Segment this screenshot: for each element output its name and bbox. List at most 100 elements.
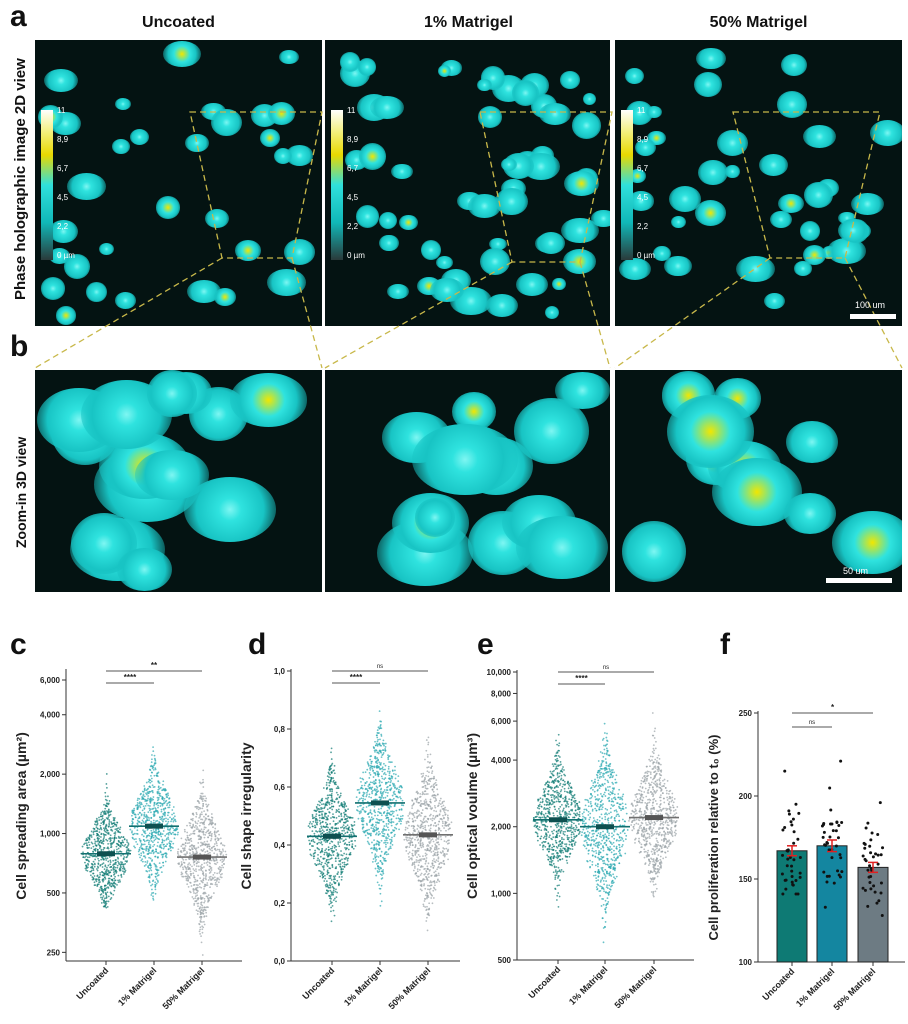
data-point <box>540 806 543 808</box>
data-point <box>409 844 412 847</box>
data-point <box>167 832 169 835</box>
data-point <box>217 830 220 832</box>
cell-blob <box>112 138 130 154</box>
data-point <box>429 891 431 894</box>
data-point <box>149 847 152 849</box>
data-point <box>182 868 185 871</box>
data-point <box>316 843 319 845</box>
data-point <box>576 802 579 805</box>
data-point <box>189 870 192 873</box>
colorbar-tick-label: 6,7 <box>347 164 359 173</box>
data-point <box>119 868 122 871</box>
data-point <box>426 803 429 806</box>
data-point <box>368 832 371 835</box>
data-point <box>162 783 164 786</box>
data-point <box>341 854 344 857</box>
data-point <box>150 894 153 896</box>
colorbar-tick-label: 0 µm <box>637 251 655 260</box>
data-point <box>153 810 155 813</box>
data-point <box>90 836 93 838</box>
data-point <box>338 820 341 822</box>
data-point <box>324 812 327 815</box>
data-point <box>332 769 335 772</box>
data-point <box>367 762 369 765</box>
data-point <box>109 863 112 866</box>
data-point <box>108 823 111 826</box>
data-point <box>373 844 375 847</box>
data-point <box>107 795 109 798</box>
data-point <box>131 820 134 823</box>
data-point <box>219 837 222 840</box>
data-point <box>556 773 559 776</box>
data-point <box>367 764 370 767</box>
data-point <box>206 860 209 863</box>
data-point <box>328 858 330 861</box>
data-point <box>414 845 417 847</box>
data-point <box>158 845 161 848</box>
data-point <box>100 885 103 888</box>
data-point <box>329 790 332 792</box>
data-point <box>144 805 147 807</box>
data-point <box>332 886 335 889</box>
data-point <box>420 838 422 840</box>
data-point <box>148 869 151 872</box>
data-point <box>145 846 148 848</box>
data-point <box>330 795 333 797</box>
data-point <box>211 849 213 852</box>
data-point <box>105 859 108 861</box>
data-point <box>380 727 383 730</box>
data-point <box>382 749 385 752</box>
data-point <box>329 897 331 900</box>
data-point <box>426 929 429 932</box>
data-point <box>345 815 348 818</box>
cell-blob <box>55 306 77 325</box>
data-point <box>381 831 383 833</box>
data-point <box>188 834 191 837</box>
data-point <box>382 856 384 859</box>
data-point <box>172 820 175 823</box>
data-point <box>378 870 381 873</box>
cell-blob <box>488 238 507 251</box>
data-point <box>133 832 136 835</box>
data-point <box>217 877 220 880</box>
data-point <box>335 829 338 832</box>
data-point <box>384 783 387 785</box>
data-point <box>373 839 375 842</box>
data-point <box>168 840 171 843</box>
data-point <box>395 817 398 820</box>
data-point <box>557 798 560 801</box>
data-point <box>212 859 215 862</box>
cell-blob <box>695 200 726 226</box>
data-point <box>94 842 96 845</box>
data-point <box>326 861 329 864</box>
data-point <box>333 914 336 917</box>
data-point <box>154 762 156 765</box>
data-point <box>383 825 386 827</box>
data-point <box>436 868 439 871</box>
data-point <box>209 886 211 889</box>
data-point <box>542 788 545 791</box>
data-point <box>344 810 347 813</box>
data-point <box>321 803 323 806</box>
data-point <box>94 840 97 843</box>
data-point <box>554 876 557 879</box>
data-point <box>148 807 151 810</box>
data-point <box>200 879 203 882</box>
data-point <box>542 848 544 851</box>
data-point <box>349 829 351 832</box>
data-point <box>199 822 202 824</box>
data-point <box>143 843 146 846</box>
data-point <box>371 823 374 826</box>
data-point <box>102 879 105 881</box>
data-point <box>333 829 336 832</box>
data-point <box>333 897 336 900</box>
data-point <box>321 831 324 834</box>
data-point <box>377 833 380 836</box>
data-point <box>416 809 419 812</box>
data-point <box>418 813 421 816</box>
data-point <box>100 902 103 904</box>
data-point <box>559 848 562 850</box>
data-point <box>373 765 376 768</box>
data-point <box>416 850 419 853</box>
data-point <box>191 865 193 868</box>
